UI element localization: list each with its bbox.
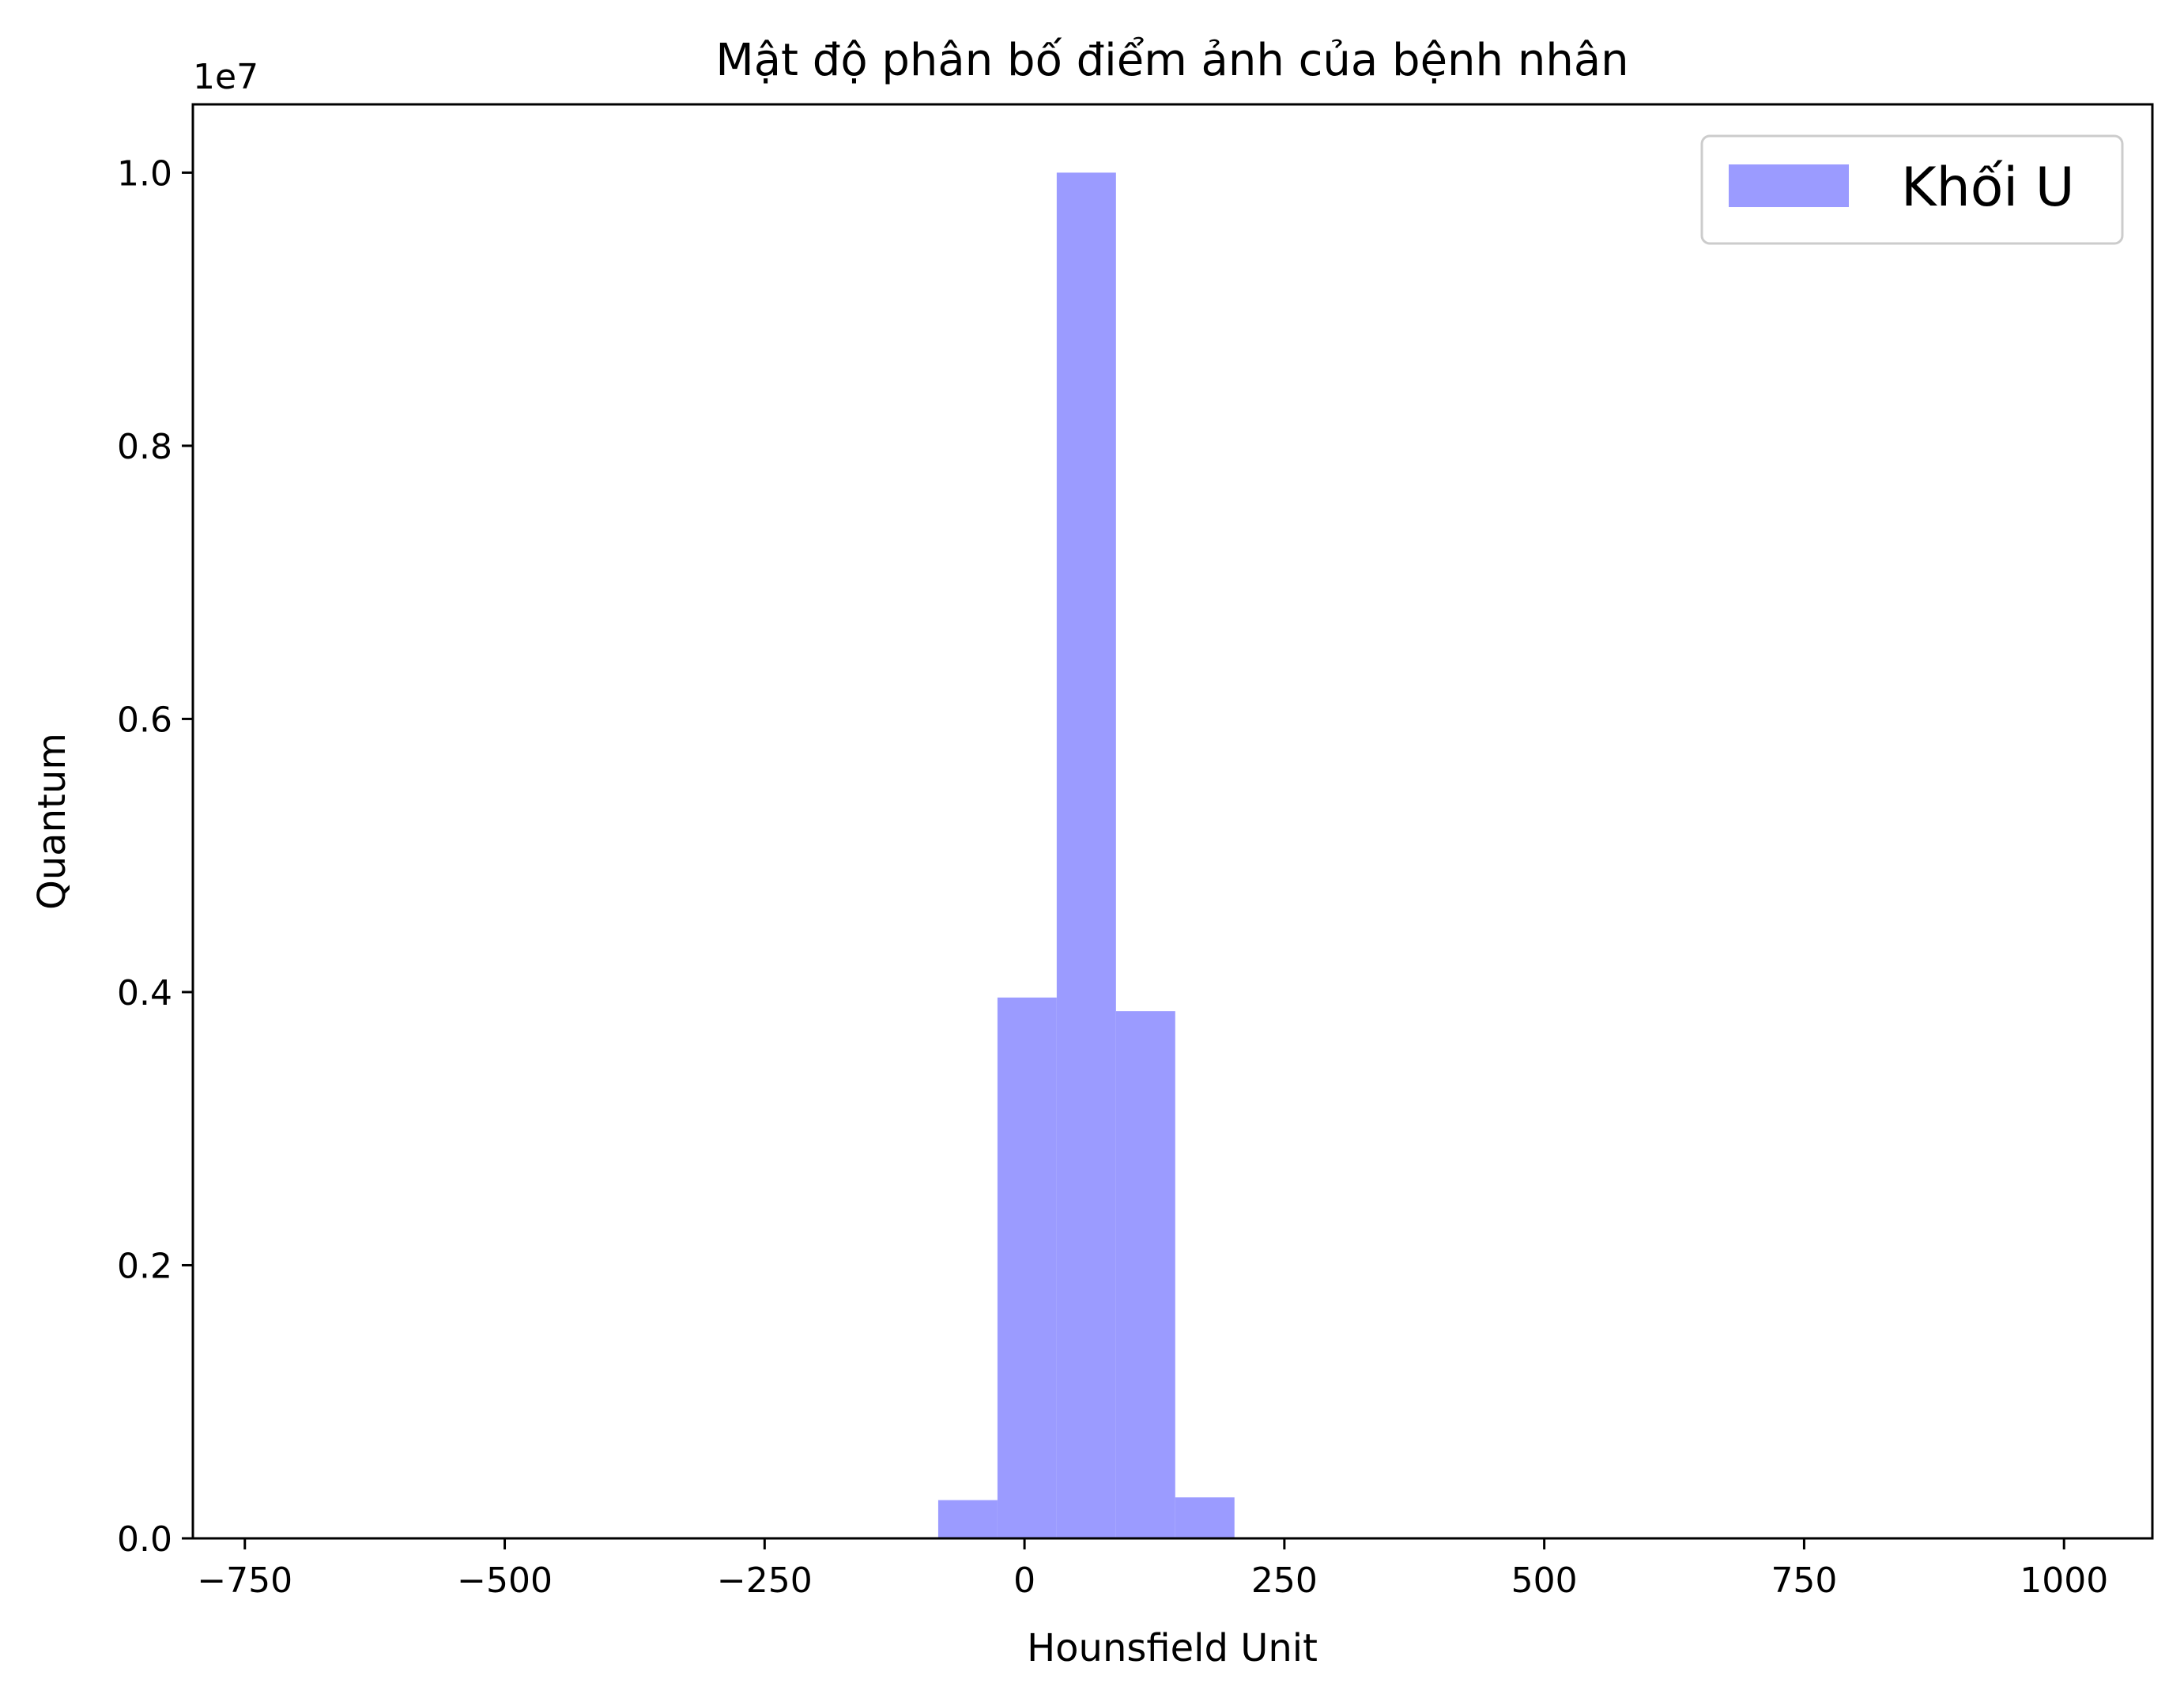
y-offset-text: 1e7 [193,57,258,97]
legend-swatch [1729,164,1849,207]
y-tick-label: 0.6 [117,700,172,740]
plot-frame [191,103,2154,1540]
x-tick-label: 1000 [2020,1560,2108,1601]
x-axis-label: Hounsfield Unit [1027,1626,1318,1670]
x-tick-label: 0 [1013,1560,1035,1601]
histogram-bar [1056,172,1116,1538]
y-axis-label: Quantum [30,733,74,910]
legend: Khối U [1700,134,2124,245]
y-axis-ticks: 0.0 0.2 0.4 0.6 0.8 1.0 [117,153,193,1560]
chart-title: Mật độ phân bố điểm ảnh của bệnh nhân [715,35,1628,86]
y-tick-label: 0.0 [117,1519,172,1560]
x-tick-label: 250 [1251,1560,1318,1601]
x-tick-label: 750 [1771,1560,1837,1601]
histogram-bar [1115,1011,1175,1538]
legend-box [1700,134,2124,245]
legend-label: Khối U [1901,157,2075,219]
x-axis-ticks: −750 −500 −250 0 250 500 750 1000 [197,1538,2108,1601]
y-tick-label: 0.2 [117,1246,172,1286]
y-tick-label: 1.0 [117,153,172,194]
histogram-bar [997,997,1057,1538]
y-tick-label: 0.4 [117,973,172,1013]
histogram-bar [1175,1497,1235,1538]
x-tick-label: −750 [197,1560,292,1601]
histogram-bar [937,1500,998,1538]
x-tick-label: −500 [457,1560,553,1601]
y-tick-label: 0.8 [117,427,172,467]
bars-layer [937,172,1235,1538]
x-tick-label: 500 [1511,1560,1578,1601]
x-tick-label: −250 [717,1560,813,1601]
